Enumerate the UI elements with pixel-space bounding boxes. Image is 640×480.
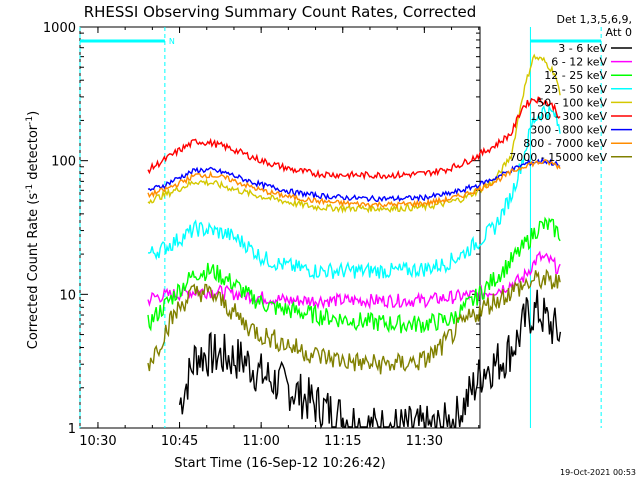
x-tick-label: 10:30: [79, 434, 116, 449]
series-line-3: [147, 104, 561, 280]
y-tick-label: 1: [68, 422, 76, 437]
footer-timestamp: 19-Oct-2021 00:53: [560, 468, 636, 477]
night-bar-label: N: [169, 37, 175, 46]
chart-title: RHESSI Observing Summary Count Rates, Co…: [84, 3, 477, 21]
legend-label: 7000 - 15000 keV: [509, 151, 607, 164]
legend-label: 300 - 800 keV: [530, 124, 607, 137]
y-tick-label: 100: [51, 155, 76, 170]
x-axis-label: Start Time (16-Sep-12 10:26:42): [174, 456, 385, 471]
series-line-8: [147, 268, 561, 375]
x-tick-label: 10:45: [161, 434, 198, 449]
legend-label: 100 - 300 keV: [530, 110, 607, 123]
y-tick-label: 10: [59, 288, 76, 303]
legend-label: 3 - 6 keV: [558, 42, 607, 55]
x-tick-label: 11:15: [324, 434, 361, 449]
series-line-1: [147, 250, 561, 310]
legend-header-line2: Att 0: [606, 26, 632, 39]
series-line-5: [147, 96, 561, 181]
x-tick-label: 11:00: [242, 434, 279, 449]
y-axis-label: Corrected Count Rate (s-1 detector-1): [25, 111, 41, 349]
series-line-2: [147, 216, 561, 334]
y-tick-label: 1000: [43, 21, 76, 36]
legend-label: 12 - 25 keV: [544, 69, 607, 82]
series-line-0: [178, 289, 562, 430]
series-line-4: [147, 53, 561, 214]
legend-label: 6 - 12 keV: [551, 56, 607, 69]
x-tick-label: 11:30: [406, 434, 443, 449]
legend-header-line1: Det 1,3,5,6,9,: [556, 13, 632, 26]
plot-area: 10:30 10:45 11:00 11:15 11:30 1 10 100 1000 N: [43, 21, 602, 449]
legend-label: 25 - 50 keV: [544, 83, 607, 96]
legend-label: 50 - 100 keV: [537, 96, 607, 109]
plot-frame: [79, 26, 481, 429]
legend-label: 800 - 7000 keV: [523, 137, 607, 150]
series-line-6: [147, 156, 561, 203]
series-line-7: [147, 158, 561, 209]
